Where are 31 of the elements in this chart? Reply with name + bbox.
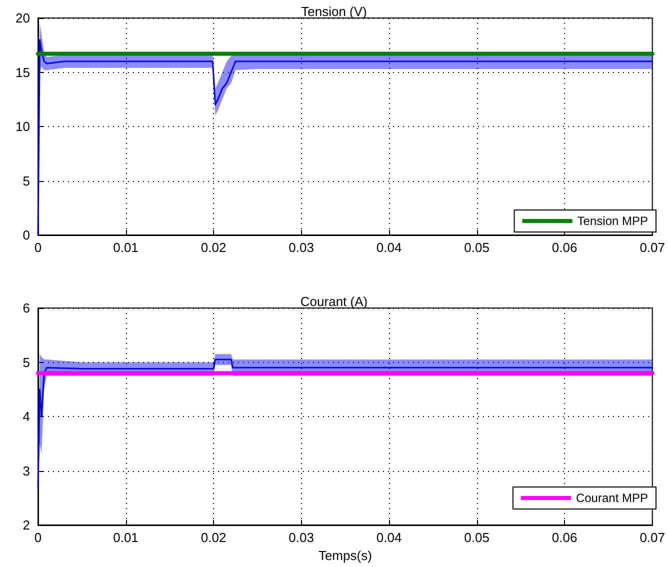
x-tick-label: 0.06	[552, 530, 578, 545]
y-tick-label: 20	[16, 10, 30, 26]
x-tick-label: 0.02	[200, 530, 226, 545]
chart-title: Courant (A)	[300, 294, 368, 309]
x-tick-label: 0.04	[376, 530, 402, 545]
x-tick-label: 0	[34, 240, 42, 255]
x-tick-label: 0.07	[640, 530, 666, 545]
legend-label: Tension MPP	[577, 214, 648, 228]
x-tick-label: 0.01	[113, 530, 138, 545]
y-tick-label: 5	[22, 354, 30, 370]
x-tick-label: 0.01	[113, 240, 138, 255]
y-tick-label: 6	[22, 300, 30, 316]
x-axis-title: Temps(s)	[318, 548, 372, 563]
legend-label: Courant MPP	[576, 491, 648, 505]
chart-title: Tension (V)	[301, 4, 367, 19]
y-tick-label: 2	[22, 518, 30, 532]
x-tick-label: 0.06	[552, 240, 578, 255]
x-tick-label: 0.05	[464, 530, 490, 545]
y-tick-label: 4	[22, 409, 30, 424]
y-tick-label: 5	[22, 173, 30, 188]
y-tick-label: 10	[16, 119, 30, 134]
x-tick-label: 0.02	[200, 240, 226, 255]
x-tick-label: 0	[34, 530, 42, 545]
y-tick-label: 3	[22, 463, 30, 478]
x-tick-label: 0.03	[288, 530, 314, 545]
x-tick-label: 0.05	[464, 240, 490, 255]
x-tick-label: 0.04	[376, 240, 402, 255]
x-tick-label: 0.03	[288, 240, 314, 255]
y-tick-label: 0	[22, 228, 30, 242]
y-tick-label: 15	[16, 64, 30, 80]
x-tick-label: 0.07	[640, 240, 666, 255]
